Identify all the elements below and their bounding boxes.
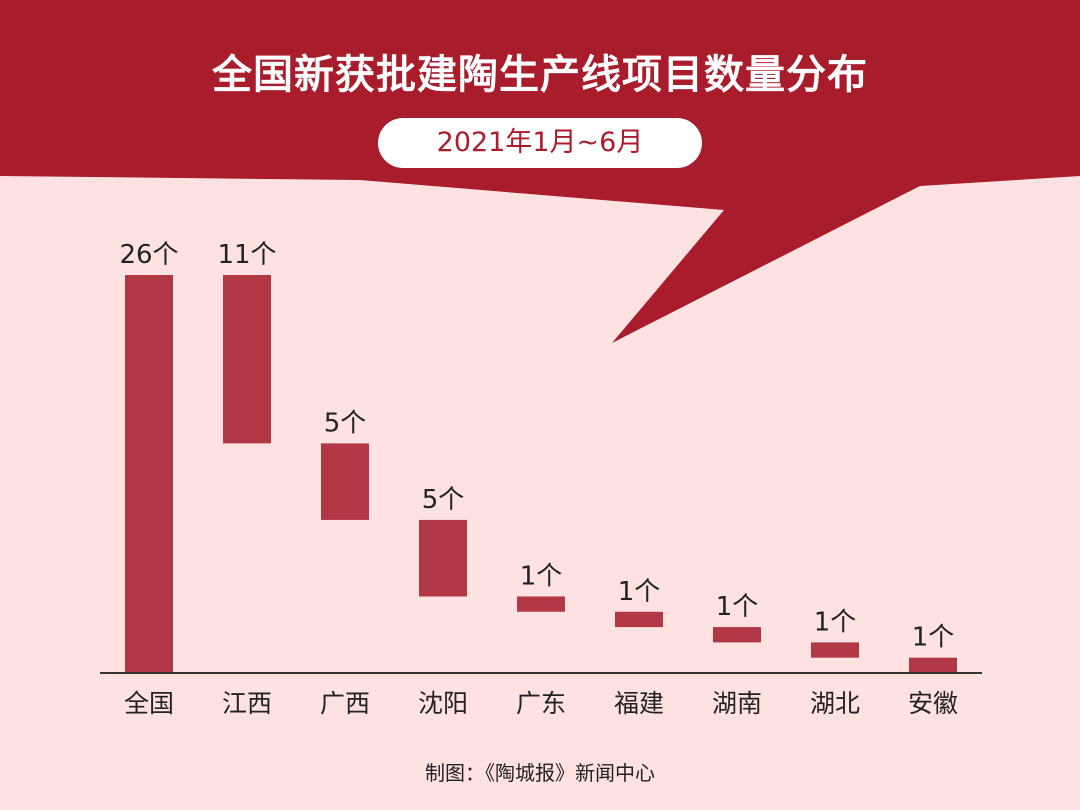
bar-1 <box>223 275 271 444</box>
category-label-6: 湖南 <box>712 689 762 718</box>
category-label-2: 广西 <box>320 689 370 718</box>
bar-0 <box>125 275 173 673</box>
bar-2 <box>321 443 369 520</box>
data-label-4: 1个 <box>520 561 563 591</box>
bar-8 <box>909 657 957 673</box>
bar-6 <box>713 627 761 643</box>
data-label-5: 1个 <box>618 577 661 607</box>
category-label-4: 广东 <box>516 689 566 718</box>
bar-4 <box>517 596 565 612</box>
data-label-0: 26个 <box>119 240 178 270</box>
category-label-0: 全国 <box>124 689 174 718</box>
bar-5 <box>615 611 663 628</box>
bar-3 <box>419 519 467 597</box>
category-label-1: 江西 <box>222 689 272 718</box>
chart-title: 全国新获批建陶生产线项目数量分布 <box>212 52 868 98</box>
category-label-5: 福建 <box>614 689 664 718</box>
data-label-8: 1个 <box>912 623 955 653</box>
data-label-6: 1个 <box>716 592 759 622</box>
data-label-2: 5个 <box>324 408 367 438</box>
date-range-pill: 2021年1月~6月 <box>378 118 702 168</box>
data-label-7: 1个 <box>814 607 857 637</box>
category-label-8: 安徽 <box>908 689 958 718</box>
source-credit: 制图：《陶城报》新闻中心 <box>425 761 655 785</box>
data-label-3: 5个 <box>422 485 465 515</box>
category-label-3: 沈阳 <box>418 689 468 718</box>
data-label-1: 11个 <box>217 240 276 270</box>
bar-7 <box>811 642 859 658</box>
banner-shape <box>0 0 1080 343</box>
category-label-7: 湖北 <box>810 689 860 718</box>
